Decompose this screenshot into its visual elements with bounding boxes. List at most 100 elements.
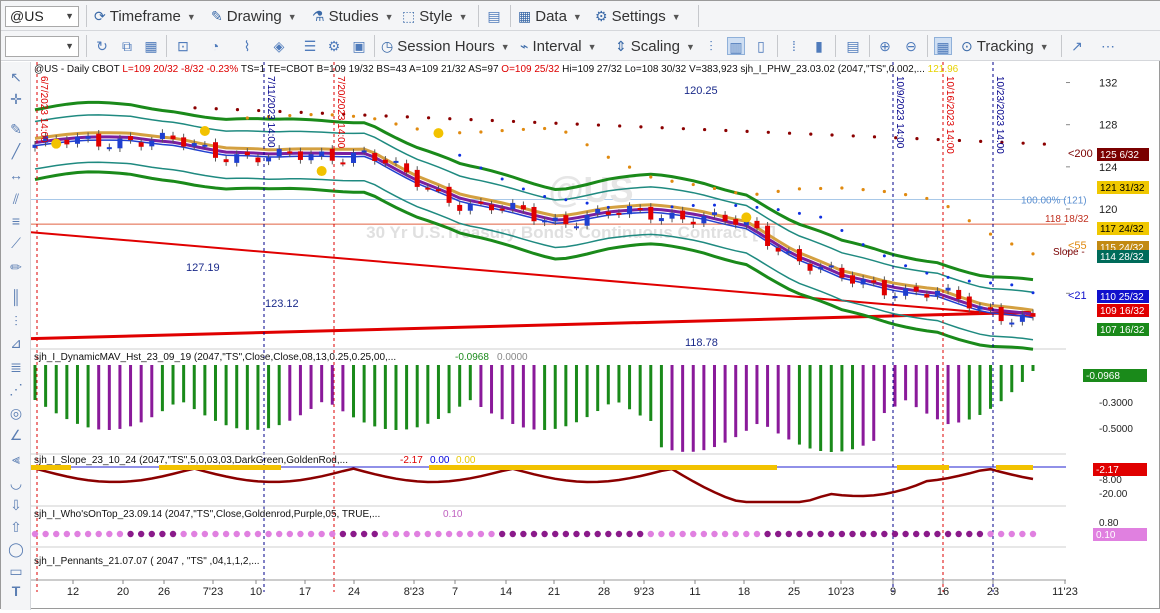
histogram-bar [511, 365, 515, 424]
grid-icon[interactable]: ▦ [144, 38, 158, 54]
histogram-bar [702, 365, 706, 451]
zoom-window-icon[interactable]: ⊡ [177, 38, 189, 54]
chart-icon[interactable]: ⌇ [243, 38, 251, 54]
speed-lines-icon[interactable]: ⊿ [10, 335, 22, 351]
x-tick-label: 8'23 [404, 586, 424, 598]
chevron-down-icon[interactable]: ▼ [65, 11, 74, 21]
scaling-menu[interactable]: ⇕ Scaling ▼ [615, 38, 695, 55]
interval-menu[interactable]: ⌁ Interval ▼ [520, 38, 597, 55]
histogram-bar [914, 365, 918, 408]
header-segment: Hi=109 27/32 [559, 64, 622, 75]
zoom-out-icon[interactable]: ⊖ [905, 38, 917, 54]
candle-body [1009, 322, 1015, 325]
wrench-icon[interactable]: ✎ [10, 121, 22, 137]
text-tool-icon[interactable]: T [11, 583, 21, 599]
target-icon[interactable]: ◎ [9, 405, 23, 421]
dot-plot-icon[interactable]: ⁞ [792, 38, 796, 54]
candle-body [966, 296, 972, 309]
levels-icon[interactable]: ≣ [10, 359, 22, 375]
style-menu[interactable]: ⬚ Style ▼ [402, 8, 468, 25]
candlestick-icon[interactable]: ▥ [727, 37, 745, 55]
ray-icon[interactable]: ⟋ [11, 235, 21, 251]
chart-canvas[interactable]: 132128124120116112100.00% (121)118 18/32… [30, 62, 1160, 610]
arrow-down-icon[interactable]: ⇩ [10, 497, 22, 513]
studies-menu[interactable]: ⚗ Studies ▼ [312, 8, 394, 25]
histogram-bar [160, 365, 164, 412]
histogram-bar [490, 365, 494, 414]
parallel-lines-icon[interactable]: ≡ [11, 213, 21, 229]
layout-icon[interactable]: ▤ [846, 38, 860, 54]
list-icon[interactable]: ☰ [303, 38, 317, 54]
copy-icon[interactable]: ⧉ [122, 38, 132, 54]
ma21-dot [819, 215, 823, 219]
arc-icon[interactable]: ◡ [9, 475, 23, 491]
pointer-icon[interactable]: ↖ [10, 69, 22, 85]
ma55-dot [712, 186, 717, 191]
fan-icon[interactable]: ⫷ [12, 451, 20, 467]
ma200-dot [745, 129, 749, 133]
candle-body [234, 154, 240, 163]
candle-body [1030, 313, 1036, 317]
ma200-dot [533, 120, 537, 124]
histogram-bar [617, 365, 621, 403]
zoom-in-icon[interactable]: ⊕ [879, 38, 891, 54]
histogram-bar [415, 365, 419, 428]
value-label-11878: 118.78 [685, 337, 718, 349]
timeframe-menu[interactable]: ⟳ Timeframe ▼ [94, 8, 196, 25]
settings-menu[interactable]: ⚙ Settings ▼ [595, 8, 681, 25]
ma200-dot [278, 109, 282, 114]
rectangle-icon[interactable]: ▭ [9, 563, 23, 579]
ma55-dot [903, 193, 908, 197]
gear-icon[interactable]: ⚙ [327, 38, 341, 54]
wot-tag-label: 0.10 [1096, 530, 1116, 541]
bar-chart-icon[interactable]: ⫶ [709, 38, 713, 54]
histogram-bar [649, 365, 653, 421]
panel-icon[interactable]: ▣ [352, 38, 366, 54]
fibonacci-icon[interactable]: ⫶ [14, 313, 18, 329]
gann-icon[interactable]: ⋰ [9, 381, 23, 397]
arrow-up-icon[interactable]: ⇧ [10, 519, 22, 535]
wot-dot [997, 530, 1005, 538]
timeframe-icon: ⟳ [94, 8, 106, 24]
overflow-menu-icon[interactable]: ⋯ [1101, 38, 1115, 54]
layout-icon[interactable]: ▤ [487, 8, 501, 24]
horizontal-line-icon[interactable]: ↔ [9, 167, 23, 183]
data-menu[interactable]: ▦ Data ▼ [518, 8, 582, 25]
ma21-dot [543, 194, 547, 198]
candle-body [860, 278, 866, 285]
vertical-lines-icon[interactable]: ║ [11, 289, 21, 305]
tracking-menu[interactable]: ⊙ Tracking ▼ [961, 38, 1049, 55]
angle-icon[interactable]: ∠ [9, 427, 23, 443]
symbol-input[interactable]: @US ▼ [5, 6, 79, 27]
histogram-bar [107, 365, 111, 430]
channel-icon[interactable]: ⫽ [12, 191, 20, 207]
refresh-icon[interactable]: ↻ [96, 38, 108, 54]
wot-dot [339, 530, 347, 538]
ellipse-icon[interactable]: ◯ [8, 541, 24, 557]
histogram-icon[interactable]: ▮ [815, 38, 823, 54]
line-tool-icon[interactable]: ╱ [11, 143, 21, 159]
ma55-dot [415, 127, 419, 131]
chevron-down-icon[interactable]: ▼ [65, 41, 74, 51]
data-window-icon[interactable]: ▦ [934, 37, 952, 55]
crosshair-icon[interactable]: ✛ [10, 91, 22, 107]
candle-body [425, 187, 431, 190]
chart-area[interactable]: 132128124120116112100.00% (121)118 18/32… [30, 62, 1160, 610]
session-hours-menu[interactable]: ◷ Session Hours ▼ [381, 38, 510, 55]
add-chart-icon[interactable]: ↗ [1071, 38, 1083, 54]
wot-dot [838, 530, 846, 538]
histogram-bar [734, 365, 738, 438]
candle-body [181, 137, 187, 147]
interval-input[interactable]: ▼ [5, 36, 79, 57]
candle-body [913, 286, 919, 292]
object-icon[interactable]: ◈ [273, 38, 285, 54]
dmav-tag-label: -0.0968 [1086, 371, 1120, 382]
wot-dot [212, 530, 219, 538]
x-tick-label: 11 [689, 586, 700, 598]
hollow-candle-icon[interactable]: ▯ [757, 38, 765, 54]
pencil-icon[interactable]: ✏ [10, 259, 22, 275]
alert-icon[interactable]: ◔ [210, 38, 220, 54]
histogram-bar [309, 365, 313, 409]
header-segment: TS=1 [238, 64, 265, 75]
drawing-menu[interactable]: ✎ Drawing ▼ [211, 8, 297, 25]
